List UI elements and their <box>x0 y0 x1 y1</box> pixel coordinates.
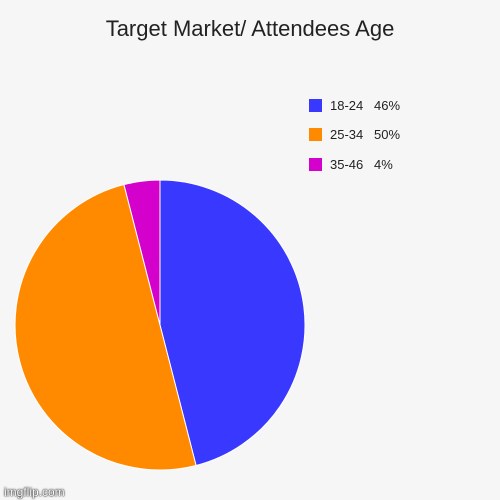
legend-item-25-34: 25-34 50% <box>309 127 401 142</box>
legend-swatch-25-34 <box>309 128 322 141</box>
legend-swatch-18-24 <box>309 98 322 112</box>
pie-slice-35-46 <box>123 179 161 326</box>
pie-slice-25-34 <box>14 183 197 471</box>
legend-swatch-35-46 <box>309 157 322 171</box>
legend-label-25-34: 25-34 <box>330 127 364 142</box>
pie-slice-18-24 <box>159 179 306 467</box>
legend-label-18-24: 18-24 <box>330 97 364 113</box>
legend-pct-18-24: 46% <box>374 97 401 113</box>
legend-pct-25-34: 50% <box>374 127 401 142</box>
watermark: imgflip.com <box>4 485 65 499</box>
legend: 18-24 46% 25-34 50% 35-46 4% <box>309 98 400 187</box>
legend-pct-35-46: 4% <box>374 156 393 172</box>
chart-title: Target Market/ Attendees Age <box>105 16 395 41</box>
legend-label-35-46: 35-46 <box>330 156 364 172</box>
legend-item-18-24: 18-24 46% <box>309 97 401 113</box>
legend-item-35-46: 35-46 4% <box>309 156 400 172</box>
